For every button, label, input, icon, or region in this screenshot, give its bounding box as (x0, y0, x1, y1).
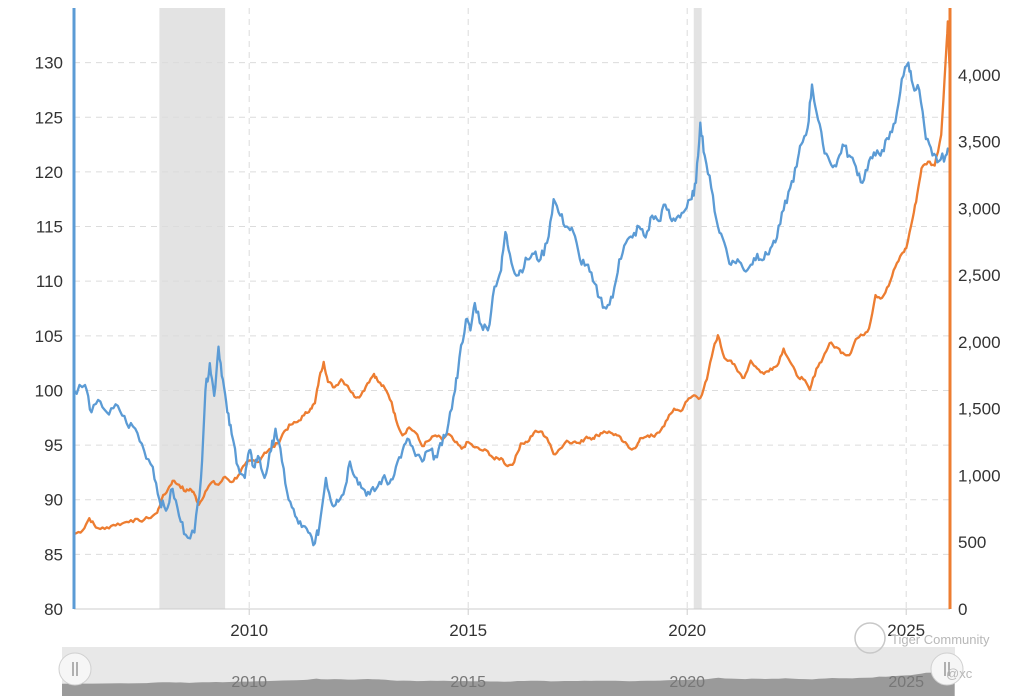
left-tick-label: 115 (36, 218, 63, 237)
shaded-periods (159, 8, 702, 609)
right-axis-ticks: 0 500 1,000 1,500 2,000 2,500 3,000 3,500 4,000 (958, 66, 1001, 619)
right-tick-label: 2,500 (958, 266, 1001, 285)
navigator-tick-label: 2025 (888, 674, 924, 691)
right-tick-label: 2,000 (958, 333, 1001, 352)
watermark-line2: @xc (946, 666, 973, 681)
right-axis-series-line (73, 20, 951, 536)
right-tick-label: 3,500 (958, 133, 1001, 152)
left-tick-label: 105 (35, 327, 63, 346)
right-tick-label: 1,000 (958, 466, 1001, 485)
series-lines (73, 20, 951, 547)
navigator-tick-label: 2010 (231, 674, 267, 691)
x-tick-label: 2010 (230, 621, 268, 640)
x-tick-label: 2025 (887, 621, 925, 640)
left-tick-label: 125 (35, 108, 63, 127)
navigator-ticks: 2010 2015 2020 2025 (231, 674, 924, 691)
navigator-tick-label: 2020 (669, 674, 705, 691)
watermark: Tiger Community @xc (854, 622, 990, 681)
left-tick-label: 85 (44, 545, 63, 564)
watermark-logo-icon (854, 622, 886, 654)
x-axis-ticks: 2010 2015 2020 2025 (230, 621, 925, 640)
left-tick-label: 130 (35, 54, 63, 73)
left-tick-label: 120 (35, 163, 63, 182)
left-tick-label: 110 (36, 272, 63, 291)
shaded-period-1 (693, 8, 702, 609)
navigator-right-handle[interactable] (930, 652, 964, 686)
gridlines (74, 8, 950, 615)
navigator-tick-label: 2015 (450, 674, 486, 691)
right-tick-label: 0 (958, 600, 967, 619)
right-tick-label: 1,500 (958, 400, 1001, 419)
right-tick-label: 3,000 (958, 199, 1001, 218)
left-tick-label: 80 (44, 600, 63, 619)
x-tick-label: 2015 (449, 621, 487, 640)
shaded-period-0 (159, 8, 226, 609)
x-tick-label: 2020 (668, 621, 706, 640)
left-axis-ticks: 80 85 90 95 100 105 110 115 120 125 130 (35, 54, 63, 619)
range-navigator[interactable]: 2010 2015 2020 2025 (58, 647, 964, 696)
left-axis-series-line (73, 61, 951, 547)
left-tick-label: 90 (44, 491, 63, 510)
watermark-line1: Tiger Community (891, 632, 990, 647)
right-tick-label: 500 (958, 533, 986, 552)
right-tick-label: 4,000 (958, 66, 1001, 85)
left-tick-label: 95 (44, 436, 63, 455)
navigator-left-handle[interactable] (58, 652, 92, 686)
navigator-area (62, 668, 955, 696)
left-tick-label: 100 (35, 381, 63, 400)
